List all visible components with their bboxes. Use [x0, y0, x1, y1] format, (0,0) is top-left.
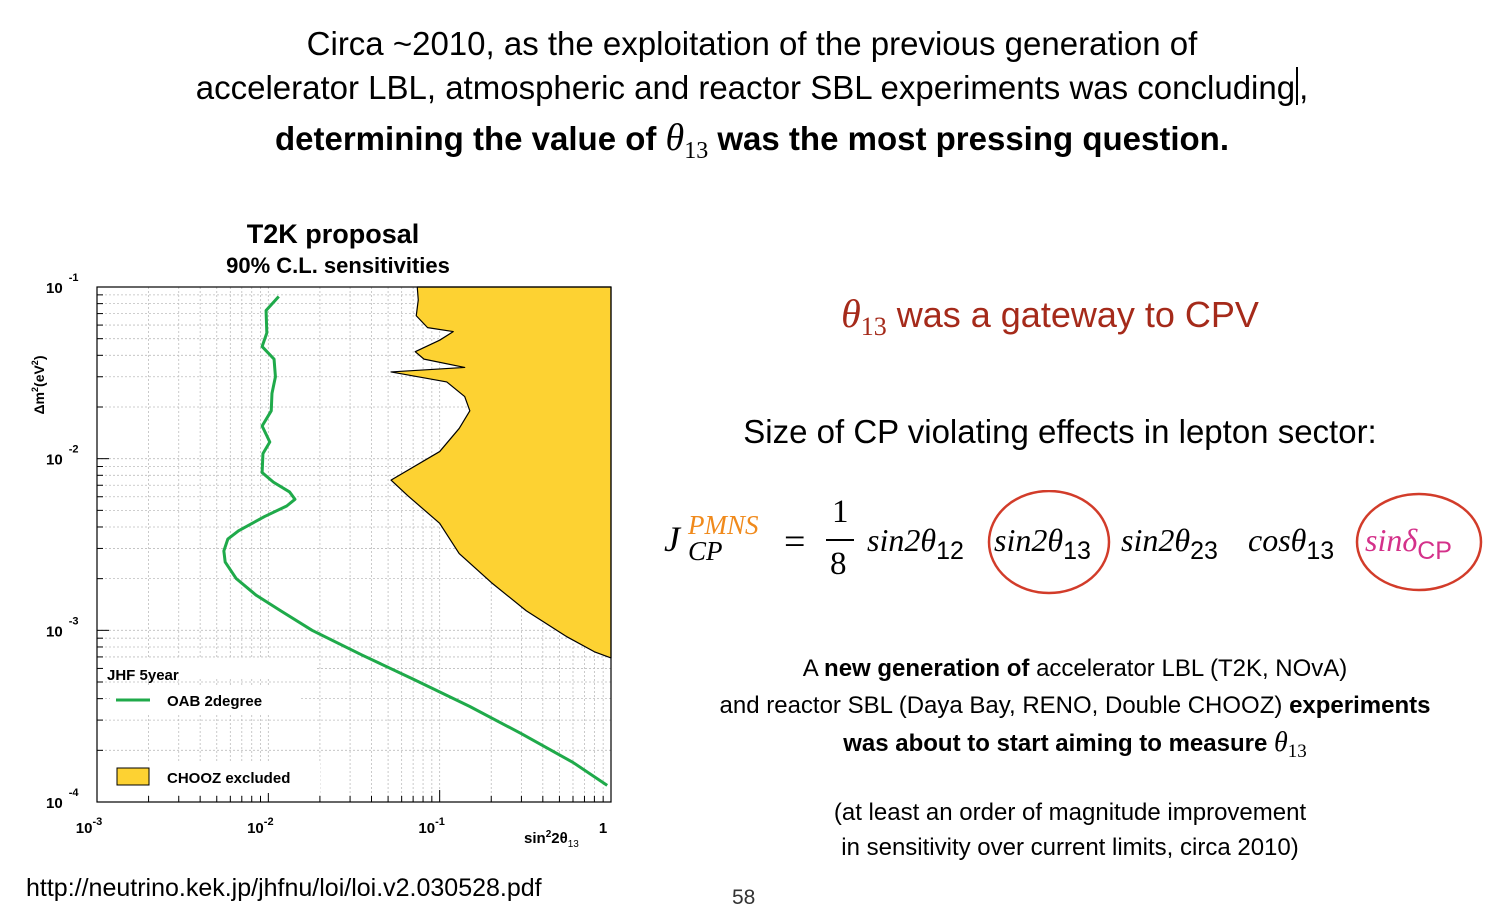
chart-title: T2K proposal: [247, 219, 420, 249]
header-line-2-text: accelerator LBL, atmospheric and reactor…: [195, 69, 1296, 106]
x-tick-labels: 10-3 10-2 10-1 1: [76, 816, 607, 837]
header-line-2-comma: ,: [1299, 69, 1309, 106]
x-tick-label: 1: [599, 820, 607, 837]
gateway-theta: θ: [841, 291, 861, 336]
highlight-sin2theta13-circle: [987, 490, 1111, 595]
formula-term-1: sin2θ12: [867, 522, 964, 565]
formula-term-2: sin2θ13: [994, 522, 1091, 565]
legend-header-bg: [103, 659, 315, 677]
improvement-line-1: (at least an order of magnitude improvem…: [833, 799, 1307, 826]
oab-2degree-line: [222, 295, 609, 787]
legend-chooz-label: CHOOZ excluded: [167, 770, 290, 787]
x-tick-label: 10-2: [247, 816, 273, 837]
x-tick-label: 10-3: [76, 816, 102, 837]
theta-subscript: 13: [684, 138, 709, 164]
axis-ticks: [97, 294, 604, 802]
legend-chooz-swatch: [116, 767, 150, 786]
y-tick-label: 10-4: [46, 787, 79, 812]
y-tick-label: 10-3: [46, 615, 78, 640]
improvement-line-2: in sensitivity over current limits, circ…: [841, 834, 1299, 861]
slide-header: Circa ~2010, as the exploitation of the …: [0, 22, 1504, 179]
formula-term-5: sinδCP: [1365, 522, 1452, 565]
gateway-theta-sub: 13: [860, 312, 887, 341]
improvement-note: (at least an order of magnitude improvem…: [660, 795, 1480, 865]
y-tick-label: 10-2: [46, 444, 78, 469]
formula-J-sup: PMNS: [688, 510, 759, 540]
newgen-line-3: was about to start aiming to measure θ13: [843, 727, 1307, 762]
source-url[interactable]: http://neutrino.kek.jp/jhfnu/loi/loi.v2.…: [26, 874, 542, 902]
header-line-3-pre: determining the value of: [274, 120, 657, 157]
gateway-text: was a gateway to CPV: [896, 294, 1259, 335]
header-line-3-post: was the most pressing question.: [717, 120, 1229, 157]
header-line-3: determining the value of θ13 was the mos…: [0, 110, 1504, 179]
x-tick-label: 10-1: [418, 816, 444, 837]
formula-highlights: [987, 490, 1483, 595]
jarlskog-formula: J PMNS CP = 1 8 sin2θ12 sin2θ13 sin2θ23 …: [660, 490, 1500, 600]
text-cursor: [1296, 67, 1299, 105]
page-number: 58: [732, 886, 756, 909]
chart-subtitle: 90% C.L. sensitivities: [226, 253, 450, 278]
highlight-sindelta-circle: [1355, 492, 1483, 592]
y-axis-label: Δm2(eV2): [30, 355, 47, 414]
newgen-line-2: and reactor SBL (Daya Bay, RENO, Double …: [719, 692, 1431, 719]
oab-curve: [222, 295, 609, 787]
new-generation-paragraph: A new generation of accelerator LBL (T2K…: [640, 650, 1504, 770]
sensitivity-chart: T2K proposal 90% C.L. sensitivities 10-3…: [30, 219, 612, 850]
formula-fraction-bar: [826, 539, 854, 541]
formula-equals: =: [784, 521, 806, 563]
newgen-line-1: A new generation of accelerator LBL (T2K…: [802, 655, 1348, 682]
y-tick-label: 10-1: [46, 272, 78, 297]
theta-symbol: θ: [665, 117, 685, 159]
cp-size-statement: Size of CP violating effects in lepton s…: [743, 413, 1377, 450]
formula-denominator: 8: [830, 546, 847, 582]
formula-J-sub: CP: [688, 536, 723, 566]
formula-term-4: cosθ13: [1248, 522, 1335, 565]
formula-numerator: 1: [832, 494, 849, 530]
formula-J: J: [664, 519, 680, 559]
plot-frame: [96, 286, 612, 803]
legend-oab-label: OAB 2degree: [167, 693, 262, 710]
x-axis-label: sin22θ13: [524, 829, 579, 850]
chooz-excluded-area: [390, 286, 612, 659]
chooz-region: [390, 286, 612, 659]
formula-term-3: sin2θ23: [1121, 522, 1218, 565]
header-line-1: Circa ~2010, as the exploitation of the …: [306, 25, 1198, 62]
legend-header: JHF 5year: [107, 667, 179, 684]
header-line-2: accelerator LBL, atmospheric and reactor…: [0, 66, 1504, 110]
y-tick-labels: 10-1 10-2 10-3 10-4: [46, 272, 79, 812]
gateway-statement: θ13 was a gateway to CPV: [780, 290, 1320, 342]
